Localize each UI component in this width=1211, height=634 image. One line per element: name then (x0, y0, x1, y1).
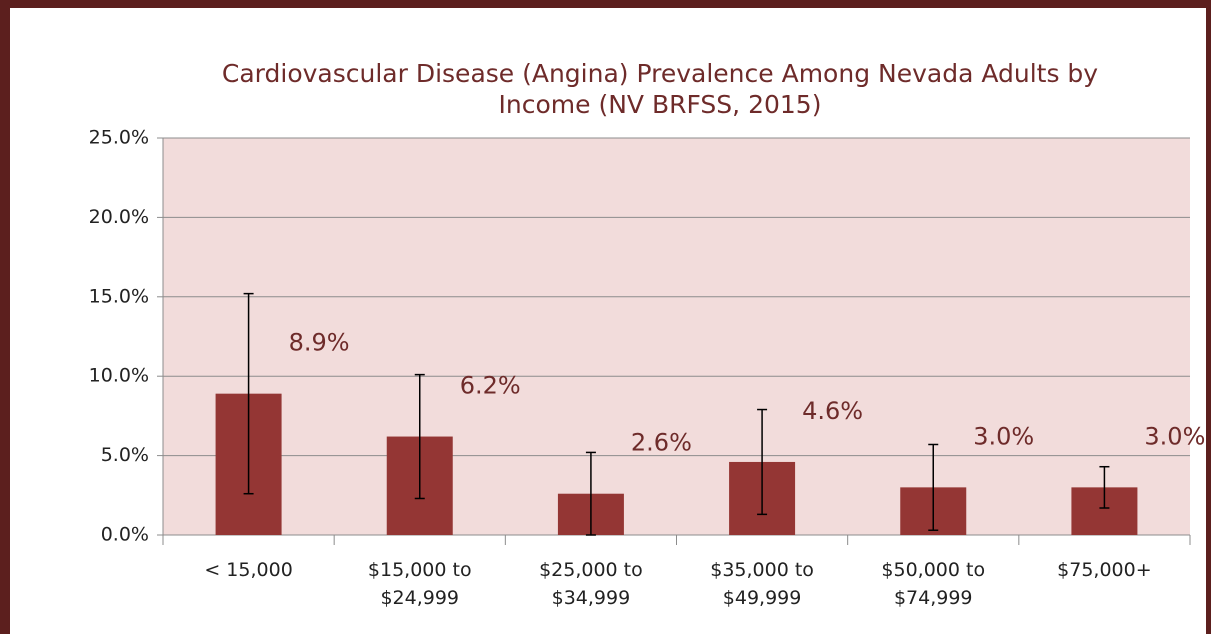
data-label: 8.9% (289, 329, 350, 357)
y-tick-label: 5.0% (101, 444, 149, 466)
x-tick-label: $15,000 to $24,999 (367, 559, 472, 609)
plot-area (163, 138, 1190, 535)
y-tick-label: 0.0% (101, 524, 149, 546)
x-tick-label: < 15,000 (204, 559, 293, 581)
data-label: 4.6% (802, 397, 863, 425)
x-tick-label: $75,000+ (1057, 559, 1152, 581)
data-label: 6.2% (460, 372, 521, 400)
chart-title-line-1: Cardiovascular Disease (Angina) Prevalen… (222, 59, 1098, 88)
x-tick-label: $25,000 to $34,999 (539, 559, 643, 609)
y-tick-label: 25.0% (89, 127, 149, 149)
x-tick-label: $35,000 to $49,999 (710, 559, 814, 609)
y-tick-label: 15.0% (89, 285, 149, 307)
data-label: 2.6% (631, 429, 692, 457)
data-label: 3.0% (1144, 422, 1205, 450)
chart-title-line-2: Income (NV BRFSS, 2015) (499, 90, 822, 119)
y-tick-label: 20.0% (89, 206, 149, 228)
y-tick-label: 10.0% (89, 365, 149, 387)
data-label: 3.0% (973, 422, 1034, 450)
x-tick-label: $50,000 to $74,999 (881, 559, 986, 609)
